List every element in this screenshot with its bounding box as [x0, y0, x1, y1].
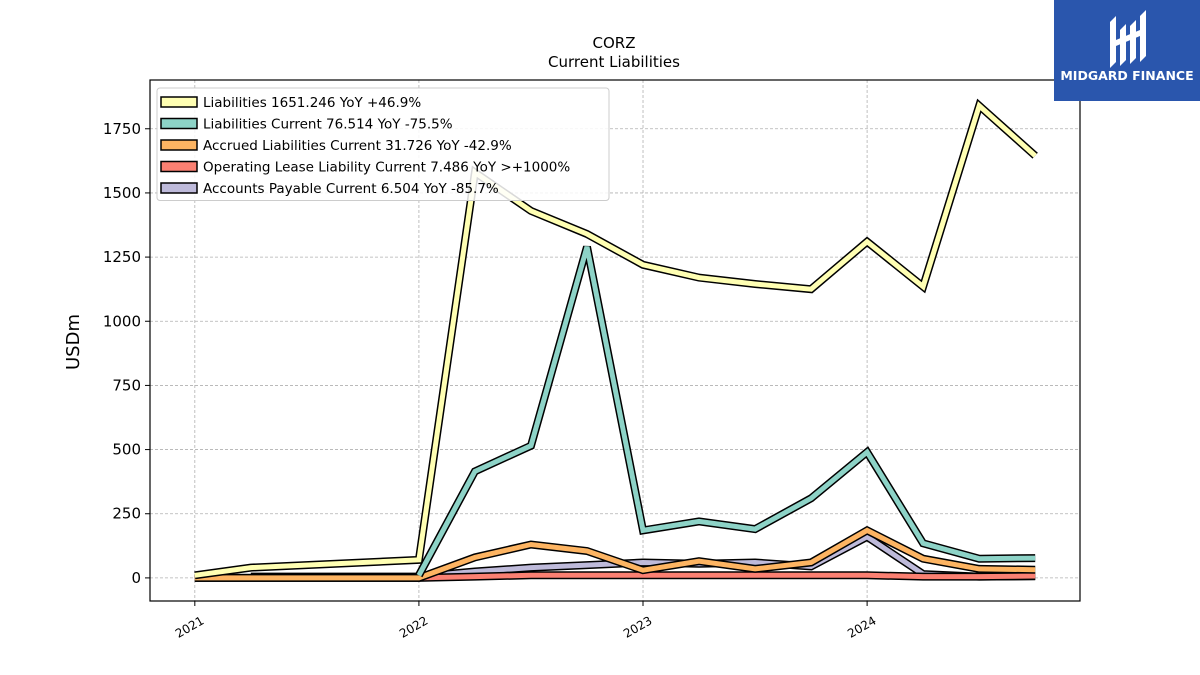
- legend-swatch: [160, 96, 198, 108]
- x-tick-label: 2023: [621, 613, 654, 640]
- midgard-logo-icon: [1110, 10, 1146, 68]
- y-axis-label: USDm: [63, 314, 84, 370]
- y-tick-label: 750: [112, 376, 141, 394]
- y-tick-label: 1750: [103, 120, 141, 138]
- plot-area-frame: [149, 79, 1081, 602]
- series-line: [194, 572, 1036, 581]
- chart-title: CORZ: [593, 34, 636, 52]
- legend-swatch: [160, 139, 198, 151]
- y-tick-label: 250: [112, 505, 141, 523]
- legend: Liabilities 1651.246 YoY +46.9% Liabiliti…: [156, 87, 610, 201]
- midgard-finance-logo: MIDGARD FINANCE: [1054, 0, 1200, 101]
- legend-swatch: [160, 117, 198, 130]
- chart-subtitle: Current Liabilities: [548, 53, 680, 71]
- logo-text: MIDGARD FINANCE: [1060, 68, 1194, 83]
- x-tick-label: 2021: [173, 613, 206, 640]
- legend-swatch: [160, 182, 198, 194]
- x-tick-label: 2024: [845, 613, 878, 640]
- legend-swatch: [160, 160, 198, 173]
- y-tick-label: 0: [131, 569, 141, 587]
- y-tick-label: 1250: [103, 248, 141, 266]
- legend-entry-label: Liabilities 1651.246 YoY +46.9%: [203, 95, 421, 111]
- legend-entry-label: Operating Lease Liability Current 7.486 …: [203, 160, 570, 176]
- series-line: [194, 101, 1037, 578]
- series-line: [416, 246, 1036, 577]
- legend-entry-label: Liabilities Current 76.514 YoY -75.5%: [203, 117, 453, 133]
- legend-entry-label: Accrued Liabilities Current 31.726 YoY -…: [203, 138, 512, 154]
- y-tick-label: 1000: [103, 312, 141, 330]
- y-tick-label: 1500: [103, 184, 141, 202]
- legend-box: [156, 87, 610, 201]
- legend-entry-label: Accounts Payable Current 6.504 YoY -85.7…: [203, 181, 499, 197]
- y-tick-label: 500: [112, 441, 141, 459]
- series-line: [194, 527, 1036, 581]
- series-layer: [194, 98, 1038, 582]
- x-tick-label: 2022: [397, 613, 430, 640]
